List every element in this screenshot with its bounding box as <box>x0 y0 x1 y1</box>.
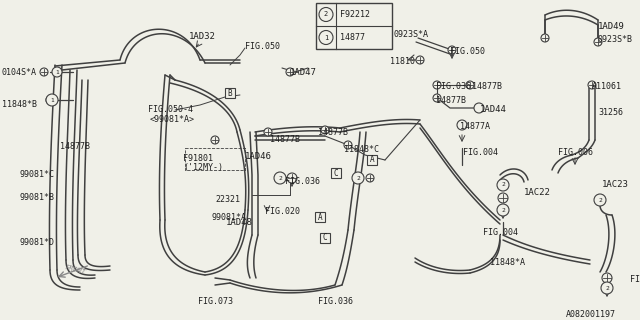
Circle shape <box>319 7 333 21</box>
Circle shape <box>416 56 424 64</box>
Circle shape <box>321 126 329 134</box>
Text: FIG.020: FIG.020 <box>630 275 640 284</box>
Text: 99081*C: 99081*C <box>20 170 55 179</box>
Text: 2: 2 <box>356 175 360 180</box>
Text: 1AC22: 1AC22 <box>524 188 551 197</box>
Text: 11848*A: 11848*A <box>490 258 525 267</box>
Text: <99081*A>: <99081*A> <box>150 115 195 124</box>
Circle shape <box>466 81 474 89</box>
FancyBboxPatch shape <box>225 88 235 98</box>
Text: 22321: 22321 <box>215 195 240 204</box>
Text: 1AD44: 1AD44 <box>480 105 507 114</box>
Text: FRONT: FRONT <box>64 264 86 276</box>
Circle shape <box>287 173 297 183</box>
Circle shape <box>40 68 48 76</box>
Circle shape <box>541 34 549 42</box>
Text: ('12MY-): ('12MY-) <box>183 163 223 172</box>
Text: 14877: 14877 <box>340 33 365 42</box>
Text: 1AD46: 1AD46 <box>245 152 272 161</box>
Text: 1AD32: 1AD32 <box>189 32 216 41</box>
Text: 11810: 11810 <box>390 57 415 66</box>
Text: 2: 2 <box>278 175 282 180</box>
Text: 14877B: 14877B <box>472 82 502 91</box>
Circle shape <box>602 273 612 283</box>
Text: C: C <box>323 234 327 243</box>
Circle shape <box>211 136 219 144</box>
Text: FIG.006: FIG.006 <box>558 148 593 157</box>
Circle shape <box>601 282 613 294</box>
Text: 0104S*A: 0104S*A <box>2 68 37 77</box>
Text: 2: 2 <box>501 182 505 188</box>
Circle shape <box>474 103 484 113</box>
Text: 0923S*B: 0923S*B <box>598 35 633 44</box>
Text: F91801: F91801 <box>183 154 213 163</box>
Text: FIG.036: FIG.036 <box>285 177 320 186</box>
Text: A: A <box>317 212 323 221</box>
Text: 0923S*A: 0923S*A <box>393 30 428 39</box>
FancyBboxPatch shape <box>367 155 377 165</box>
Text: FIG.036: FIG.036 <box>318 297 353 306</box>
FancyBboxPatch shape <box>320 233 330 243</box>
Text: 14877B: 14877B <box>60 142 90 151</box>
Text: FIG.050-4: FIG.050-4 <box>148 105 193 114</box>
Text: FIG.020: FIG.020 <box>265 207 300 216</box>
Circle shape <box>457 120 467 130</box>
Text: 1: 1 <box>55 69 59 75</box>
Text: 1AD49: 1AD49 <box>598 22 625 31</box>
Text: 1AD48: 1AD48 <box>226 218 253 227</box>
Text: 14877B: 14877B <box>318 128 348 137</box>
Text: 1: 1 <box>324 35 328 41</box>
Text: A: A <box>370 156 374 164</box>
Circle shape <box>52 67 62 77</box>
Text: A082001197: A082001197 <box>566 310 616 319</box>
Circle shape <box>498 193 508 203</box>
Circle shape <box>286 68 294 76</box>
FancyBboxPatch shape <box>315 212 325 222</box>
Text: C: C <box>333 169 339 178</box>
Text: FIG.050: FIG.050 <box>450 47 485 56</box>
Circle shape <box>264 128 272 136</box>
Circle shape <box>497 204 509 216</box>
Text: A11061: A11061 <box>592 82 622 91</box>
Text: 2: 2 <box>324 12 328 18</box>
Text: 1AC23: 1AC23 <box>602 180 629 189</box>
FancyBboxPatch shape <box>316 3 392 49</box>
Text: 1AD47: 1AD47 <box>290 68 317 77</box>
Circle shape <box>433 81 441 89</box>
Text: 11848*B: 11848*B <box>2 100 37 109</box>
Text: 11848*C: 11848*C <box>344 145 379 154</box>
Text: 99081*A: 99081*A <box>212 213 247 222</box>
Text: 14877B: 14877B <box>436 96 466 105</box>
Circle shape <box>497 179 509 191</box>
Circle shape <box>594 194 606 206</box>
FancyBboxPatch shape <box>331 168 341 178</box>
Text: 2: 2 <box>598 197 602 203</box>
Circle shape <box>352 172 364 184</box>
Circle shape <box>433 94 441 102</box>
Text: FIG.004: FIG.004 <box>483 228 518 237</box>
Circle shape <box>344 141 352 149</box>
Text: F92212: F92212 <box>340 10 370 19</box>
Circle shape <box>319 30 333 44</box>
Text: 31256: 31256 <box>598 108 623 117</box>
Text: FIG.073: FIG.073 <box>198 297 233 306</box>
Text: 1: 1 <box>50 98 54 102</box>
Circle shape <box>588 81 596 89</box>
Text: 2: 2 <box>501 207 505 212</box>
Text: 14877B: 14877B <box>270 135 300 144</box>
Text: 99081*B: 99081*B <box>20 193 55 202</box>
Circle shape <box>274 172 286 184</box>
Circle shape <box>448 46 456 54</box>
Text: 2: 2 <box>605 285 609 291</box>
Text: B: B <box>228 89 232 98</box>
Text: FIG.004: FIG.004 <box>463 148 498 157</box>
Text: FIG.036: FIG.036 <box>436 82 471 91</box>
Text: 14877A: 14877A <box>460 122 490 131</box>
Circle shape <box>46 94 58 106</box>
Circle shape <box>594 38 602 46</box>
Text: 99081*D: 99081*D <box>20 238 55 247</box>
Circle shape <box>46 96 54 104</box>
Text: FIG.050: FIG.050 <box>245 42 280 51</box>
Circle shape <box>366 174 374 182</box>
